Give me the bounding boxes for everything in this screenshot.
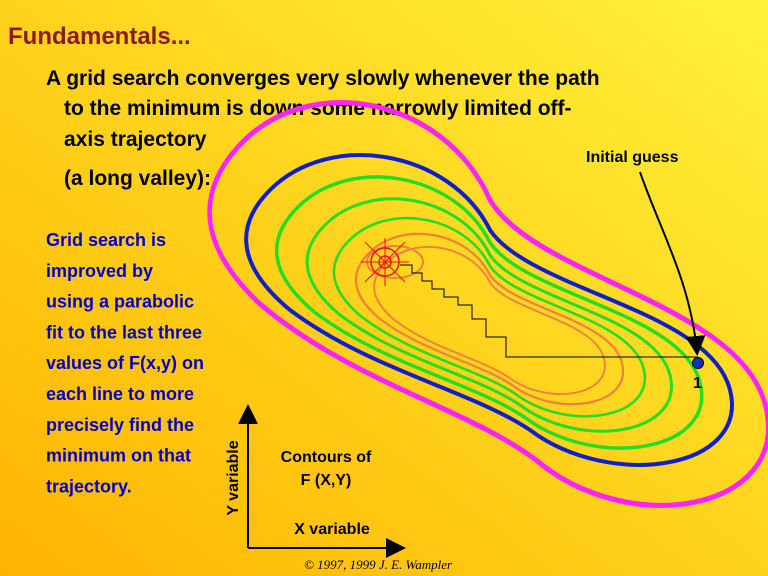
side-text-line: precisely find the — [46, 415, 194, 435]
main-text: (a long valley): — [64, 167, 211, 190]
contour-label: F (X,Y) — [301, 472, 352, 489]
side-text: Grid search is improved by using a parabol… — [46, 230, 204, 496]
main-text: axis trajectory — [64, 128, 207, 151]
x-axis-label: X variable — [294, 521, 370, 538]
guess-arrow — [639, 171, 706, 356]
side-text-line: using a parabolic — [46, 292, 194, 312]
side-text-line: trajectory. — [46, 476, 132, 496]
copyright: © 1997, 1999 J. E. Wampler — [304, 557, 453, 572]
contour-label: Contours of — [281, 449, 372, 466]
main-text: to the minimum is down some narrowly lim… — [64, 97, 572, 120]
side-text-line: minimum on that — [46, 446, 191, 466]
main-text: A grid search converges very slowly when… — [46, 67, 600, 90]
initial-guess-label: Initial guess — [586, 149, 679, 166]
search-path — [400, 264, 698, 358]
side-text-line: each line to more — [46, 384, 194, 404]
side-text-line: fit to the last three — [46, 322, 202, 342]
y-axis-label: Y variable — [225, 440, 242, 515]
point-label: 1 — [693, 375, 702, 392]
side-text-line: values of F(x,y) on — [46, 353, 204, 373]
contours — [210, 103, 768, 506]
slide-title: Fundamentals... — [8, 23, 191, 50]
side-text-line: Grid search is — [46, 230, 166, 250]
initial-point — [692, 357, 704, 369]
axes — [238, 404, 406, 558]
side-text-line: improved by — [46, 261, 153, 281]
